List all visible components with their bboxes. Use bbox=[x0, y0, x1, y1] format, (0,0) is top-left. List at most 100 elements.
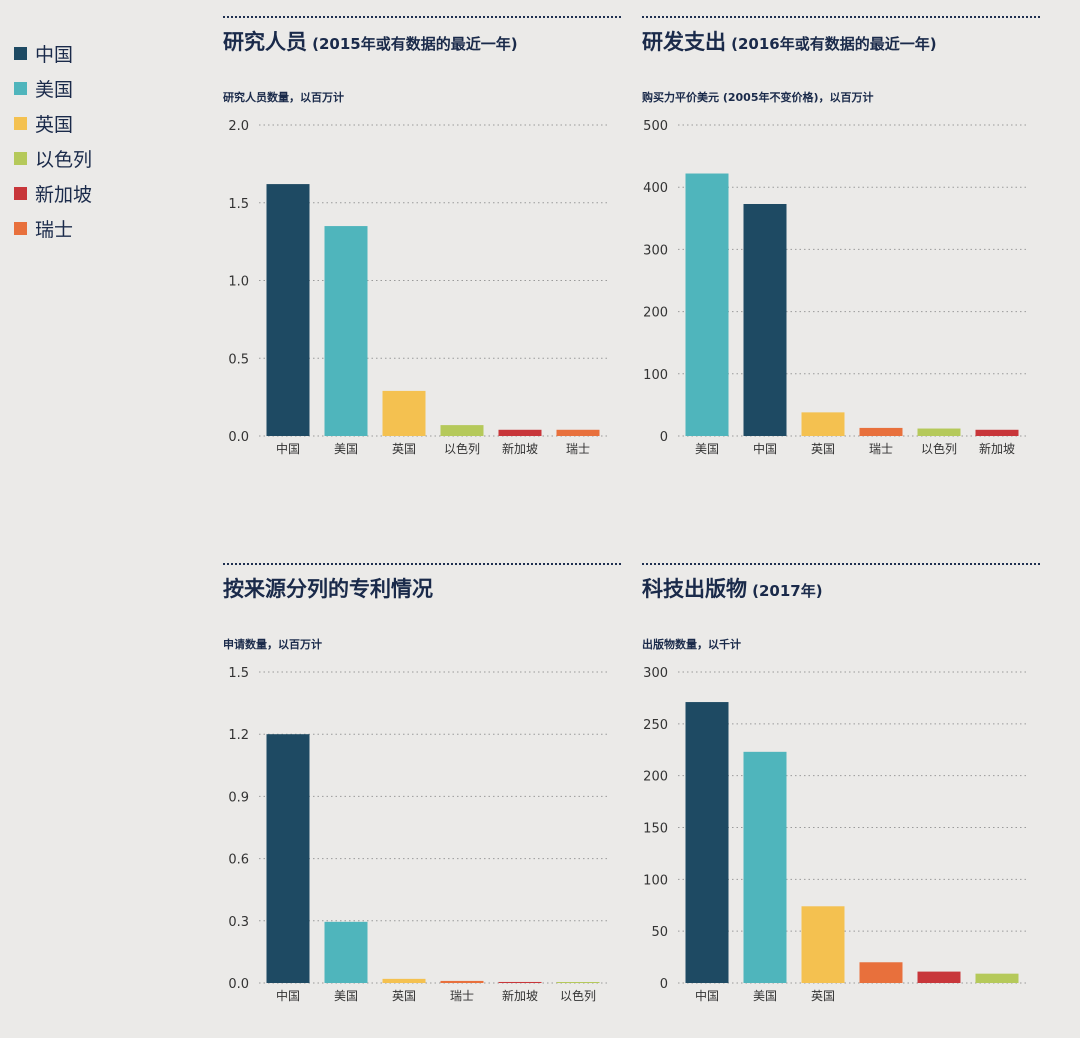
x-category-label: 中国 bbox=[276, 441, 300, 456]
panel-rule bbox=[223, 563, 621, 565]
chart-title-main: 按来源分列的专利情况 bbox=[223, 577, 433, 601]
x-category-label: 中国 bbox=[753, 441, 777, 456]
x-category-label: 瑞士 bbox=[869, 442, 893, 456]
y-tick-label: 300 bbox=[643, 666, 668, 681]
bar-chart-rd-spending: 0 100 200 300 400 500 美国 中国 英国 瑞士 以色列 新加坡 bbox=[643, 119, 1026, 456]
legend-swatch bbox=[14, 82, 27, 95]
y-tick-label: 1.0 bbox=[228, 275, 249, 290]
chart-title-main: 科技出版物 bbox=[642, 577, 747, 601]
y-tick-label: 0 bbox=[660, 977, 668, 992]
y-tick-label: 0.0 bbox=[228, 430, 249, 445]
bar bbox=[382, 978, 426, 983]
panel-researchers: 研究人员 (2015年或有数据的最近一年) 研究人员数量，以百万计 0.0 0.5… bbox=[223, 16, 623, 476]
panel-rule bbox=[642, 16, 1040, 18]
x-category-label: 新加坡 bbox=[979, 441, 1015, 456]
chart-title-main: 研究人员 bbox=[223, 30, 307, 54]
y-tick-label: 1.2 bbox=[228, 728, 249, 743]
bar bbox=[382, 390, 426, 436]
y-tick-label: 0 bbox=[660, 430, 668, 445]
bar bbox=[556, 982, 600, 983]
bar bbox=[917, 428, 961, 436]
bar bbox=[859, 427, 903, 436]
bar bbox=[743, 751, 787, 983]
legend-label: 中国 bbox=[35, 44, 74, 66]
y-tick-label: 100 bbox=[643, 873, 668, 888]
y-tick-label: 150 bbox=[643, 822, 668, 837]
y-axis-label: 出版物数量，以千计 bbox=[642, 638, 741, 651]
chart-subtitle: (2015年或有数据的最近一年) bbox=[312, 35, 518, 53]
y-tick-label: 0.9 bbox=[228, 790, 249, 805]
y-tick-label: 0.5 bbox=[228, 352, 249, 367]
legend-item: 以色列 bbox=[14, 141, 92, 176]
y-tick-label: 200 bbox=[643, 770, 668, 785]
y-tick-label: 2.0 bbox=[228, 119, 249, 134]
y-axis-label: 研究人员数量，以百万计 bbox=[223, 91, 344, 104]
panel-rule bbox=[642, 563, 1040, 565]
y-tick-label: 100 bbox=[643, 368, 668, 383]
bar bbox=[685, 173, 729, 436]
chart-title-main: 研发支出 bbox=[642, 30, 726, 54]
bar bbox=[324, 921, 368, 983]
y-tick-label: 1.5 bbox=[228, 666, 249, 681]
x-category-label: 英国 bbox=[811, 442, 835, 456]
bar-chart-researchers: 0.0 0.5 1.0 1.5 2.0 中国 美国 英国 以色列 新加坡 瑞士 bbox=[228, 119, 607, 456]
y-tick-label: 500 bbox=[643, 119, 668, 134]
y-tick-label: 250 bbox=[643, 718, 668, 733]
legend-swatch bbox=[14, 47, 27, 60]
x-category-label: 美国 bbox=[334, 989, 358, 1003]
legend-label: 以色列 bbox=[35, 149, 93, 171]
legend-swatch bbox=[14, 222, 27, 235]
legend-label: 新加坡 bbox=[35, 184, 93, 206]
y-tick-label: 0.6 bbox=[228, 853, 249, 868]
x-category-label: 中国 bbox=[276, 988, 300, 1003]
bar bbox=[324, 226, 368, 436]
y-tick-label: 1.5 bbox=[228, 197, 249, 212]
legend-label: 瑞士 bbox=[35, 219, 74, 241]
chart-subtitle: (2017年) bbox=[752, 582, 823, 600]
y-tick-label: 300 bbox=[643, 243, 668, 258]
panel-rule bbox=[223, 16, 621, 18]
y-axis-label: 购买力平价美元 (2005年不变价格)，以百万计 bbox=[642, 91, 874, 104]
x-category-label: 美国 bbox=[695, 442, 719, 456]
x-category-label: 美国 bbox=[753, 989, 777, 1003]
bar bbox=[859, 962, 903, 983]
legend-item: 中国 bbox=[14, 36, 92, 71]
y-tick-label: 400 bbox=[643, 181, 668, 196]
y-tick-label: 0.3 bbox=[228, 915, 249, 930]
chart-title: 研究人员 (2015年或有数据的最近一年) bbox=[223, 26, 518, 56]
legend-item: 美国 bbox=[14, 71, 92, 106]
bar bbox=[685, 702, 729, 983]
legend: 中国美国英国以色列新加坡瑞士 bbox=[14, 36, 92, 246]
x-category-label: 瑞士 bbox=[566, 442, 590, 456]
bar-chart-patents: 0.0 0.3 0.6 0.9 1.2 1.5 中国 美国 英国 瑞士 新加坡 以色列 bbox=[228, 666, 607, 1003]
legend-label: 英国 bbox=[35, 114, 74, 136]
x-category-label: 中国 bbox=[695, 988, 719, 1003]
chart-title: 研发支出 (2016年或有数据的最近一年) bbox=[642, 26, 937, 56]
y-tick-label: 50 bbox=[651, 925, 668, 940]
y-axis-label: 申请数量，以百万计 bbox=[223, 638, 322, 651]
bar bbox=[266, 184, 310, 436]
bar bbox=[917, 971, 961, 983]
legend-swatch bbox=[14, 187, 27, 200]
chart-title: 按来源分列的专利情况 bbox=[223, 573, 433, 603]
chart-title: 科技出版物 (2017年) bbox=[642, 573, 823, 603]
x-category-label: 以色列 bbox=[560, 989, 596, 1003]
legend-swatch bbox=[14, 117, 27, 130]
bar bbox=[975, 429, 1019, 436]
bar bbox=[498, 429, 542, 436]
bar-chart-publications: 0 50 100 150 200 250 300 中国 美国 英国 bbox=[643, 666, 1026, 1003]
bar bbox=[556, 429, 600, 436]
panel-rd-spending: 研发支出 (2016年或有数据的最近一年) 购买力平价美元 (2005年不变价格… bbox=[642, 16, 1042, 476]
x-category-label: 英国 bbox=[392, 989, 416, 1003]
chart-subtitle: (2016年或有数据的最近一年) bbox=[731, 35, 937, 53]
bar bbox=[498, 981, 542, 983]
x-category-label: 美国 bbox=[334, 442, 358, 456]
x-category-label: 英国 bbox=[392, 442, 416, 456]
legend-label: 美国 bbox=[35, 79, 74, 101]
legend-item: 英国 bbox=[14, 106, 92, 141]
x-category-label: 以色列 bbox=[921, 442, 957, 456]
bar bbox=[801, 906, 845, 983]
legend-item: 瑞士 bbox=[14, 211, 92, 246]
y-tick-label: 0.0 bbox=[228, 977, 249, 992]
legend-item: 新加坡 bbox=[14, 176, 92, 211]
